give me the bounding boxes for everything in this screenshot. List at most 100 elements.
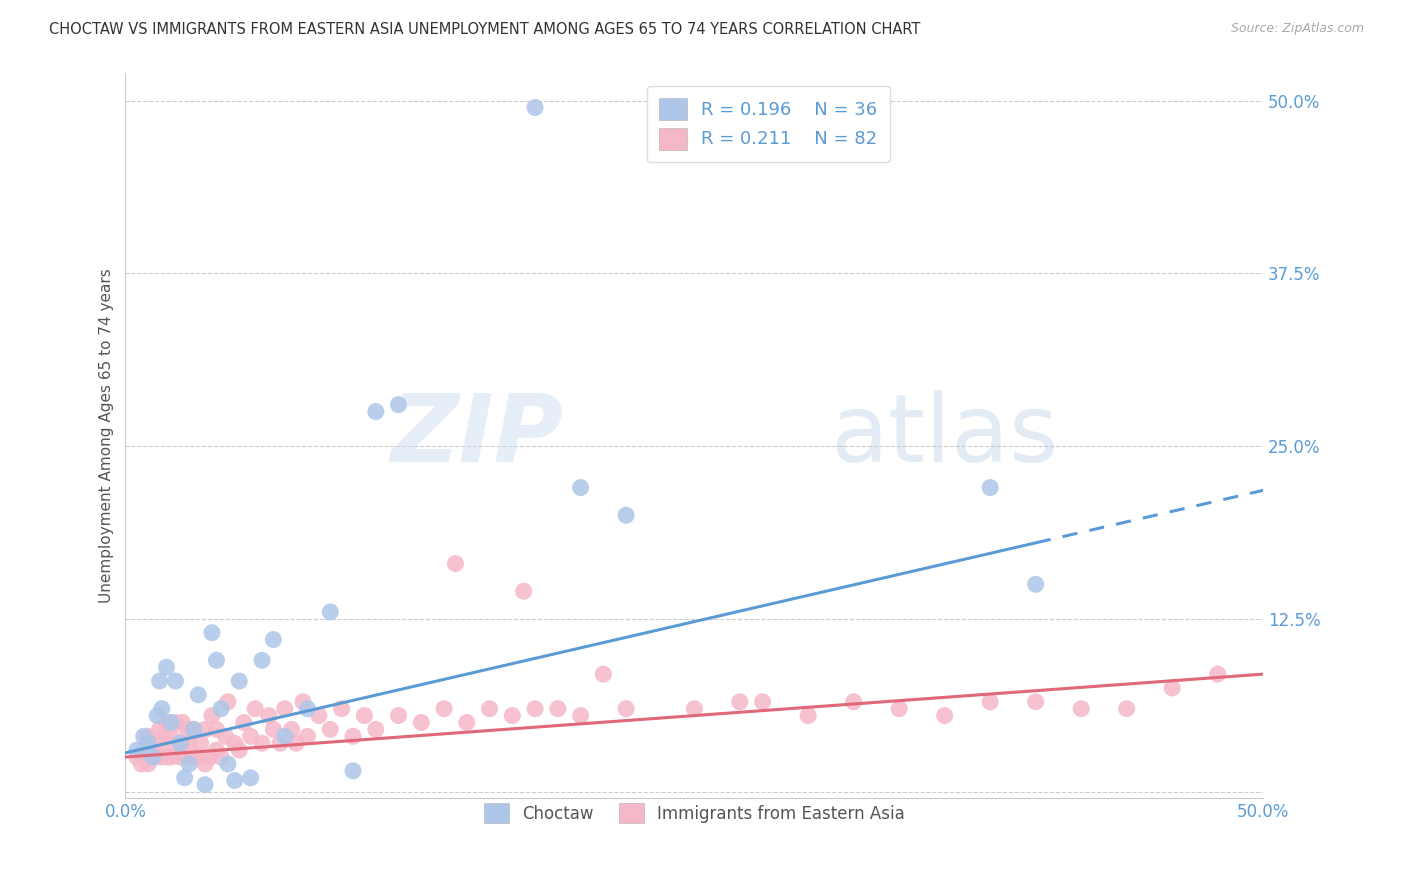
Point xyxy=(176,723,198,737)
Point xyxy=(444,557,467,571)
Point xyxy=(353,708,375,723)
Point xyxy=(364,723,387,737)
Point xyxy=(456,715,478,730)
Point xyxy=(125,750,148,764)
Point xyxy=(155,750,177,764)
Point xyxy=(285,736,308,750)
Point xyxy=(751,695,773,709)
Point xyxy=(183,723,205,737)
Point xyxy=(887,701,910,715)
Point xyxy=(165,715,187,730)
Point xyxy=(132,743,155,757)
Point xyxy=(179,756,201,771)
Point xyxy=(131,756,153,771)
Point xyxy=(165,743,187,757)
Point xyxy=(183,750,205,764)
Point xyxy=(173,771,195,785)
Point xyxy=(979,481,1001,495)
Point xyxy=(214,729,236,743)
Point xyxy=(150,701,173,715)
Point xyxy=(149,673,172,688)
Point xyxy=(569,481,592,495)
Point xyxy=(136,729,159,743)
Point xyxy=(179,736,201,750)
Point xyxy=(280,723,302,737)
Point xyxy=(146,708,169,723)
Point xyxy=(547,701,569,715)
Point xyxy=(524,101,547,115)
Point xyxy=(319,605,342,619)
Point xyxy=(262,632,284,647)
Point xyxy=(269,736,291,750)
Point xyxy=(411,715,433,730)
Point xyxy=(224,773,246,788)
Point xyxy=(524,701,547,715)
Point xyxy=(160,715,183,730)
Point xyxy=(262,723,284,737)
Point xyxy=(250,736,273,750)
Point xyxy=(173,750,195,764)
Point xyxy=(330,701,353,715)
Point xyxy=(143,736,166,750)
Point xyxy=(842,695,865,709)
Point xyxy=(205,723,228,737)
Point xyxy=(1161,681,1184,695)
Point xyxy=(153,729,176,743)
Point xyxy=(136,756,159,771)
Point xyxy=(239,771,262,785)
Point xyxy=(797,708,820,723)
Point xyxy=(239,729,262,743)
Point xyxy=(232,715,254,730)
Point xyxy=(155,660,177,674)
Text: CHOCTAW VS IMMIGRANTS FROM EASTERN ASIA UNEMPLOYMENT AMONG AGES 65 TO 74 YEARS C: CHOCTAW VS IMMIGRANTS FROM EASTERN ASIA … xyxy=(49,22,921,37)
Point xyxy=(308,708,330,723)
Y-axis label: Unemployment Among Ages 65 to 74 years: Unemployment Among Ages 65 to 74 years xyxy=(100,268,114,603)
Point xyxy=(217,756,239,771)
Point xyxy=(512,584,534,599)
Point xyxy=(614,508,637,523)
Point xyxy=(169,750,191,764)
Point xyxy=(183,723,205,737)
Point xyxy=(136,736,159,750)
Point xyxy=(1070,701,1092,715)
Point xyxy=(194,756,217,771)
Legend: Choctaw, Immigrants from Eastern Asia: Choctaw, Immigrants from Eastern Asia xyxy=(477,797,911,830)
Point xyxy=(160,729,183,743)
Text: Source: ZipAtlas.com: Source: ZipAtlas.com xyxy=(1230,22,1364,36)
Point xyxy=(201,625,224,640)
Point xyxy=(274,701,297,715)
Point xyxy=(172,736,194,750)
Point xyxy=(228,673,250,688)
Point xyxy=(194,778,217,792)
Point xyxy=(243,701,266,715)
Point xyxy=(205,743,228,757)
Point xyxy=(187,750,209,764)
Point xyxy=(1115,701,1137,715)
Point xyxy=(1025,577,1047,591)
Point xyxy=(291,695,314,709)
Point xyxy=(165,673,187,688)
Point xyxy=(934,708,956,723)
Point xyxy=(187,688,209,702)
Point xyxy=(433,701,456,715)
Point xyxy=(172,715,194,730)
Point xyxy=(209,750,232,764)
Point xyxy=(342,764,364,778)
Point xyxy=(257,708,280,723)
Point xyxy=(142,750,165,764)
Text: atlas: atlas xyxy=(831,390,1059,482)
Text: ZIP: ZIP xyxy=(391,390,564,482)
Point xyxy=(1025,695,1047,709)
Point xyxy=(149,723,172,737)
Point xyxy=(250,653,273,667)
Point xyxy=(205,653,228,667)
Point xyxy=(297,701,319,715)
Point xyxy=(169,736,191,750)
Point xyxy=(209,701,232,715)
Point xyxy=(614,701,637,715)
Point xyxy=(198,750,221,764)
Point xyxy=(150,743,173,757)
Point xyxy=(297,729,319,743)
Point xyxy=(364,404,387,418)
Point xyxy=(125,743,148,757)
